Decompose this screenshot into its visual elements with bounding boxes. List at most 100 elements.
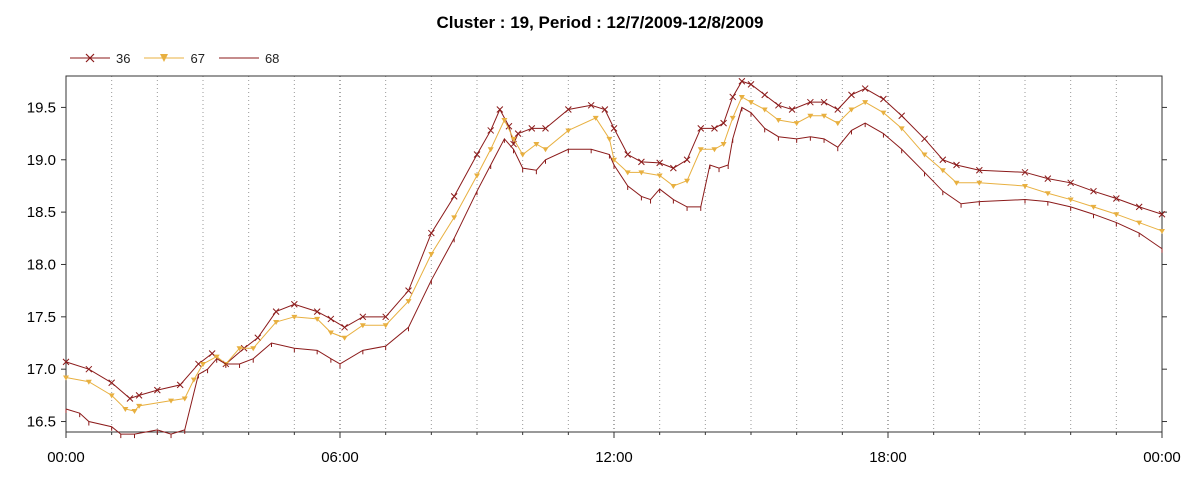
data-point-36 [290,300,298,308]
data-point-36 [587,101,595,109]
data-point-67 [1044,191,1051,197]
data-point-67 [213,354,220,360]
data-point-36 [1067,179,1075,187]
legend-item-67: 67 [144,50,205,66]
data-point-67 [862,100,869,106]
data-point-36 [327,315,335,323]
data-point-67 [181,396,188,402]
data-point-67 [359,323,366,329]
data-point-36 [487,127,495,134]
y-tick-label: 17.0 [27,361,56,378]
chart-title: Cluster : 19, Period : 12/7/2009-12/8/20… [436,13,764,32]
data-point-67 [236,346,243,352]
data-point-67 [108,393,115,399]
legend-swatch-68 [218,57,259,59]
data-point-36 [711,124,718,132]
y-tick-label: 18.5 [27,204,56,221]
data-point-67 [775,117,782,123]
data-point-67 [131,409,138,415]
data-point-67 [487,147,494,153]
data-point-67 [921,152,928,158]
data-point-36 [1158,210,1166,218]
data-point-67 [122,406,129,412]
data-point-36 [514,130,522,137]
data-point-67 [451,215,458,221]
data-point-67 [684,178,691,184]
data-point-67 [501,117,508,123]
data-point-67 [63,375,69,381]
data-point-67 [85,379,92,385]
data-point-36 [254,334,262,342]
series-line-68 [65,106,1163,435]
y-tick-label: 18.0 [27,256,56,273]
data-point-36 [1112,195,1120,202]
legend-label-67: 67 [190,50,205,66]
data-point-67 [382,323,389,329]
data-point-36 [496,106,504,113]
data-point-67 [190,377,197,383]
data-point-36 [834,106,842,113]
data-point-67 [748,100,754,106]
data-point-36 [313,308,321,315]
data-point-36 [747,81,755,88]
data-point-36 [126,395,134,402]
data-point-36 [450,193,458,200]
data-point-36 [738,77,746,85]
data-point-36 [85,365,93,373]
data-point-67 [519,152,526,158]
data-point-67 [327,330,334,336]
data-point-36 [272,308,280,315]
data-point-67 [834,121,841,127]
data-point-67 [807,113,814,119]
data-point-36 [542,124,549,132]
data-point-36 [359,313,367,321]
legend-label-36: 36 [116,50,131,66]
x-tick-label: 06:00 [321,449,359,466]
data-point-36 [108,379,116,387]
data-point-36 [761,91,769,99]
x-tick-label: 18:00 [869,449,907,466]
data-point-67 [200,361,206,367]
data-point-67 [250,346,257,352]
data-point-67 [428,252,435,257]
data-point-36 [1135,203,1143,211]
data-point-67 [761,107,768,113]
data-point-67 [1067,197,1074,203]
data-point-36 [880,95,887,103]
data-point-36 [135,391,143,399]
data-point-36 [788,106,796,113]
data-point-36 [861,85,869,92]
data-point-67 [848,107,855,113]
data-point-67 [136,403,143,409]
data-point-36 [528,124,536,132]
y-tick-label: 17.5 [27,309,56,326]
data-point-67 [405,299,412,305]
data-point-36 [921,135,928,143]
data-point-67 [821,113,828,119]
legend: 36 67 68 [70,49,293,67]
data-point-36 [601,106,609,113]
data-point-36 [638,158,645,166]
data-point-67 [1090,204,1097,210]
data-point-67 [1136,220,1143,226]
data-point-67 [1159,228,1165,234]
data-point-36 [697,124,705,132]
data-point-36 [195,360,202,368]
data-point-36 [1021,168,1029,176]
data-point-36 [670,164,677,172]
data-point-67 [638,170,645,176]
data-point-36 [382,313,390,321]
data-point-36 [564,106,572,113]
data-point-36 [153,386,161,394]
data-point-67 [314,316,321,322]
data-point-36 [208,350,216,357]
data-point-36 [775,101,782,109]
data-point-67 [168,398,175,404]
y-tick-label: 19.5 [27,99,56,116]
data-point-36 [807,98,814,106]
data-point-67 [542,147,549,153]
data-point-67 [738,94,745,100]
data-point-36 [820,98,828,106]
data-point-36 [62,358,70,366]
data-point-67 [565,128,572,134]
